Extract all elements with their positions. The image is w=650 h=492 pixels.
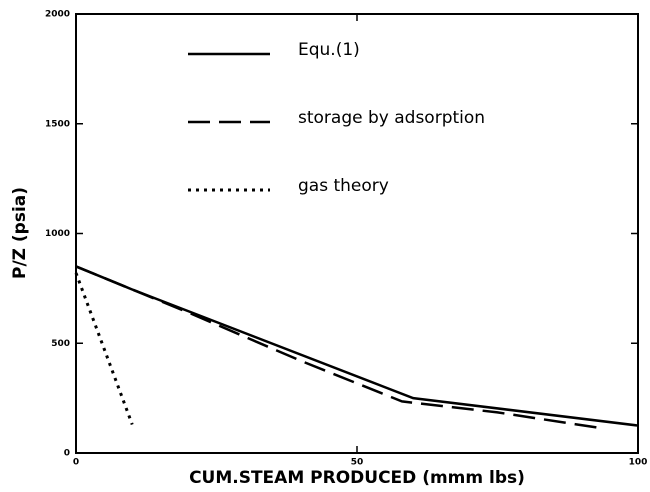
y-tick-label: 500 [51, 339, 70, 349]
x-tick-label: 100 [629, 458, 648, 468]
legend-label: gas theory [298, 176, 389, 196]
y-tick-label: 1500 [45, 119, 70, 129]
y-tick-label: 0 [64, 449, 70, 459]
y-tick-label: 2000 [45, 10, 70, 20]
x-tick-label: 50 [351, 458, 364, 468]
plot-frame [75, 13, 639, 454]
series-line [75, 265, 599, 429]
series-line [75, 265, 639, 427]
x-tick-label: 0 [73, 458, 79, 468]
legend-label: Equ.(1) [298, 40, 360, 60]
y-axis-label: P/Z (psia) [10, 187, 30, 279]
legend-label: storage by adsorption [298, 108, 485, 128]
x-axis-label: CUM.STEAM PRODUCED (mmm lbs) [189, 468, 525, 488]
y-tick-label: 1000 [45, 229, 70, 239]
series-line [74, 272, 134, 425]
